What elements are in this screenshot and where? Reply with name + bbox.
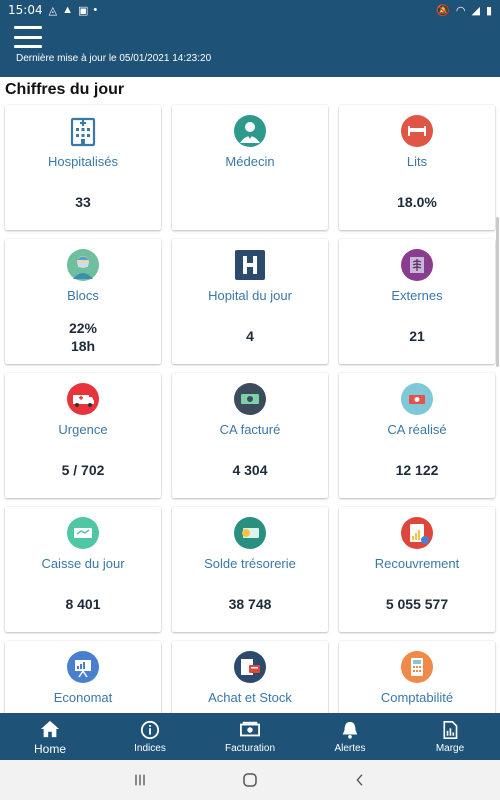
purchase-icon xyxy=(234,651,266,683)
card-label: Externes xyxy=(391,288,443,303)
card-label: Urgence xyxy=(58,422,108,437)
recents-icon xyxy=(135,774,145,786)
nav-marge[interactable]: Marge xyxy=(400,713,500,760)
warning-icon: ▲ xyxy=(62,3,73,16)
signal-icon: ◢ xyxy=(471,4,480,17)
card-value: 38 748 xyxy=(228,596,272,612)
card-value: 22% 18h xyxy=(5,319,161,355)
card-hospitalises[interactable]: Hospitalisés 33 xyxy=(5,105,161,230)
card-value-line2: 18h xyxy=(70,338,96,354)
bell-icon xyxy=(339,719,361,741)
stats-grid: Hospitalisés 33 Médecin Lits 18.0% Blocs xyxy=(5,105,495,713)
cash-register-icon xyxy=(67,517,99,549)
back-button[interactable] xyxy=(348,768,372,792)
card-label: Comptabilité xyxy=(380,690,454,705)
ambulance-icon xyxy=(67,383,99,415)
bottom-nav: Home Indices Facturation Alertes Marge xyxy=(0,713,500,760)
nav-label: Facturation xyxy=(224,743,276,754)
dot-icon: • xyxy=(93,3,98,16)
card-value: 4 xyxy=(246,328,254,344)
banknote-icon xyxy=(234,383,266,415)
card-comptabilite[interactable]: Comptabilité xyxy=(339,641,495,713)
system-nav-bar xyxy=(0,760,500,800)
card-value: 5 055 577 xyxy=(385,596,449,612)
hospital-building-icon xyxy=(67,115,99,147)
nav-label: Alertes xyxy=(334,743,366,754)
document-icon xyxy=(439,719,461,741)
card-ca-realise[interactable]: CA réalisé 12 122 xyxy=(339,373,495,498)
wifi-icon: ◠ xyxy=(455,4,466,17)
main-content[interactable]: Chiffres du jour Hospitalisés 33 Médecin… xyxy=(0,77,500,713)
report-icon xyxy=(401,517,433,549)
mute-icon: 🔕 xyxy=(436,4,450,17)
card-recouvrement[interactable]: Recouvrement 5 055 577 xyxy=(339,507,495,632)
card-value: 12 122 xyxy=(395,462,439,478)
info-icon xyxy=(139,719,161,741)
card-medecin[interactable]: Médecin xyxy=(172,105,328,230)
card-value: 5 / 702 xyxy=(61,462,105,478)
card-value: 33 xyxy=(75,194,91,210)
surgeon-icon xyxy=(67,249,99,281)
card-value: 18.0% xyxy=(397,194,437,210)
card-value: 8 401 xyxy=(65,596,101,612)
nav-home[interactable]: Home xyxy=(0,713,100,760)
money-badge-icon xyxy=(401,383,433,415)
xray-icon xyxy=(401,249,433,281)
card-hopital-du-jour[interactable]: Hopital du jour 4 xyxy=(172,239,328,364)
card-value: 21 xyxy=(409,328,425,344)
hamburger-icon xyxy=(14,26,42,29)
card-ca-facture[interactable]: CA facturé 4 304 xyxy=(172,373,328,498)
section-title: Chiffres du jour xyxy=(5,81,125,98)
nav-label: Indices xyxy=(134,743,166,754)
doctor-icon xyxy=(234,115,266,147)
card-caisse-du-jour[interactable]: Caisse du jour 8 401 xyxy=(5,507,161,632)
nav-label: Marge xyxy=(435,743,465,754)
battery-icon: ▮ xyxy=(485,4,492,17)
card-label: Achat et Stock xyxy=(208,690,292,705)
scrollbar[interactable] xyxy=(496,217,499,367)
last-update-text: Dernière mise à jour le 05/01/2021 14:23… xyxy=(16,53,212,64)
card-label: Solde trésorerie xyxy=(204,556,296,571)
home-system-button[interactable] xyxy=(238,768,262,792)
card-value-line1: 22% xyxy=(68,320,98,336)
hospital-h-icon xyxy=(234,249,266,281)
app-bar: Dernière mise à jour le 05/01/2021 14:23… xyxy=(0,20,500,77)
menu-button[interactable] xyxy=(14,26,42,48)
card-label: Hospitalisés xyxy=(47,154,119,169)
home-circle-icon xyxy=(243,773,257,787)
image-icon: ▣ xyxy=(77,4,89,17)
card-value: 4 304 xyxy=(232,462,268,478)
bed-icon xyxy=(401,115,433,147)
nav-alertes[interactable]: Alertes xyxy=(300,713,400,760)
card-label: Hopital du jour xyxy=(208,288,292,303)
card-label: Blocs xyxy=(67,288,99,303)
card-economat[interactable]: Economat xyxy=(5,641,161,713)
card-label: Médecin xyxy=(225,154,275,169)
treasury-icon xyxy=(234,517,266,549)
card-label: Recouvrement xyxy=(374,556,460,571)
calculator-icon xyxy=(401,651,433,683)
card-externes[interactable]: Externes 21 xyxy=(339,239,495,364)
card-lits[interactable]: Lits 18.0% xyxy=(339,105,495,230)
card-label: CA facturé xyxy=(219,422,281,437)
nav-indices[interactable]: Indices xyxy=(100,713,200,760)
card-label: Economat xyxy=(53,690,113,705)
home-icon xyxy=(39,718,61,740)
card-blocs[interactable]: Blocs 22% 18h xyxy=(5,239,161,364)
presentation-icon xyxy=(67,651,99,683)
notification-icon: ◬ xyxy=(48,4,58,17)
nav-label: Home xyxy=(33,741,66,756)
card-urgence[interactable]: Urgence 5 / 702 xyxy=(5,373,161,498)
back-icon xyxy=(356,774,363,786)
status-bar: 15:04 ◬ ▲ ▣ • 🔕 ◠ ◢ ▮ xyxy=(0,0,500,20)
card-label: CA réalisé xyxy=(387,422,447,437)
recents-button[interactable] xyxy=(128,768,152,792)
card-label: Caisse du jour xyxy=(41,556,125,571)
card-solde-tresorerie[interactable]: Solde trésorerie 38 748 xyxy=(172,507,328,632)
card-label: Lits xyxy=(406,154,428,169)
nav-facturation[interactable]: Facturation xyxy=(200,713,300,760)
money-icon xyxy=(239,719,261,741)
card-achat-et-stock[interactable]: Achat et Stock xyxy=(172,641,328,713)
status-time: 15:04 xyxy=(8,3,43,17)
